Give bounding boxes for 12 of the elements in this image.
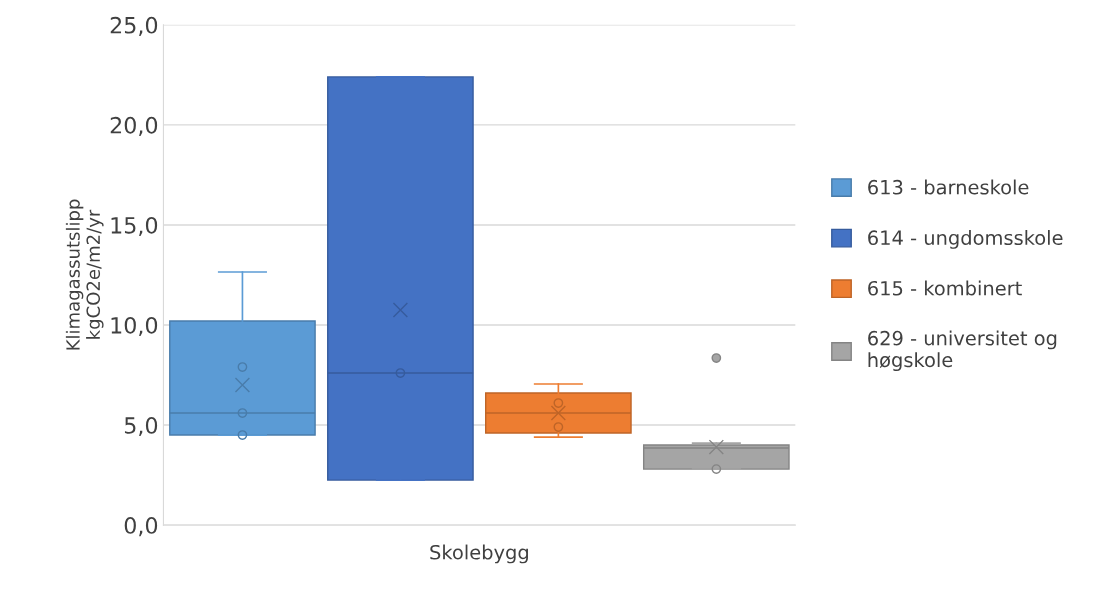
legend-label: 614 - ungdomsskole (868, 230, 1063, 249)
y-tick-label: 10,0 (111, 316, 158, 337)
legend-label: 629 - universitet og høgskole (868, 330, 1057, 372)
legend-label: 615 - kombinert (868, 280, 1022, 296)
y-tick-label: 25,0 (110, 16, 158, 36)
y-axis-title: Klimagassutslipp kgCO2e/m2/yr (65, 199, 104, 350)
x-tick-label: Skolebygg (430, 544, 528, 564)
y-tick-label: 15,0 (111, 216, 158, 236)
y-tick-label: 5,0 (124, 417, 158, 437)
y-tick-label: 20,0 (110, 116, 158, 136)
y-tick-label: 0,0 (124, 517, 158, 537)
legend-label: 613 - barneskole (868, 179, 1029, 195)
